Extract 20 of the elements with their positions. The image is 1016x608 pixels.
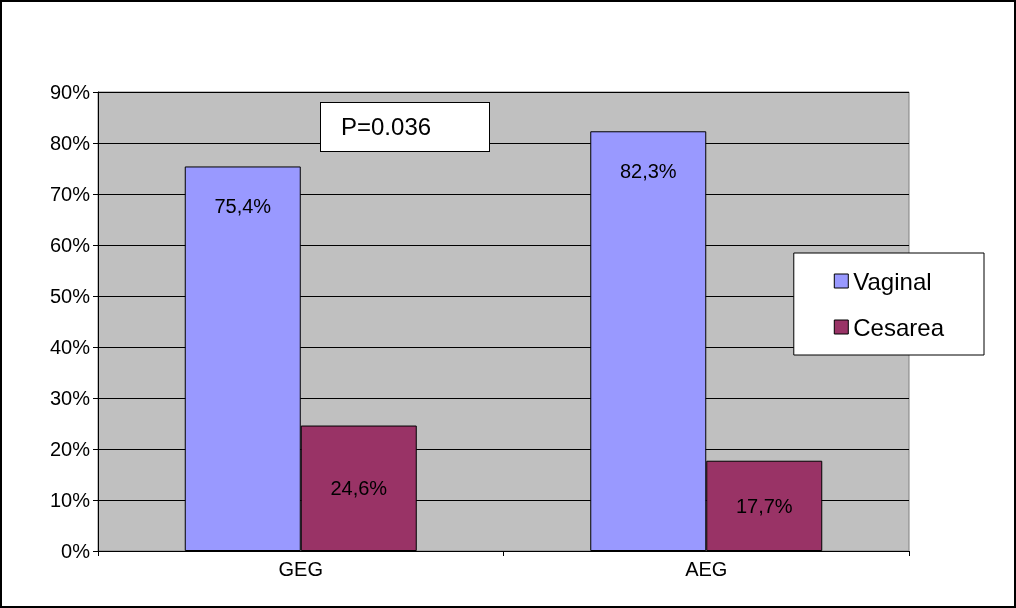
y-tick-label: 70% xyxy=(49,183,91,205)
y-tick-label: 90% xyxy=(49,81,91,103)
y-tick-label: 10% xyxy=(49,489,91,511)
y-tick-label: 40% xyxy=(49,336,91,358)
y-tick-label: 50% xyxy=(49,285,91,307)
y-tick-label: 20% xyxy=(49,438,91,460)
note-box: P=0.036 xyxy=(320,102,490,152)
y-tick-label: 0% xyxy=(61,540,91,562)
y-tick-label: 30% xyxy=(49,387,91,409)
data-label: 82,3% xyxy=(619,160,677,183)
data-label: 17,7% xyxy=(735,494,793,517)
x-tick-label: AEG xyxy=(685,558,728,580)
x-tick-label: GEG xyxy=(278,558,323,580)
annotation: P=0.036 xyxy=(341,113,432,140)
data-label: 75,4% xyxy=(214,195,272,218)
y-tick-label: 80% xyxy=(49,132,91,154)
legend-label: Cesarea xyxy=(853,313,945,341)
y-tick-label: 60% xyxy=(49,234,91,256)
legend-label: Vaginal xyxy=(853,267,932,295)
data-label: 24,6% xyxy=(330,477,388,500)
